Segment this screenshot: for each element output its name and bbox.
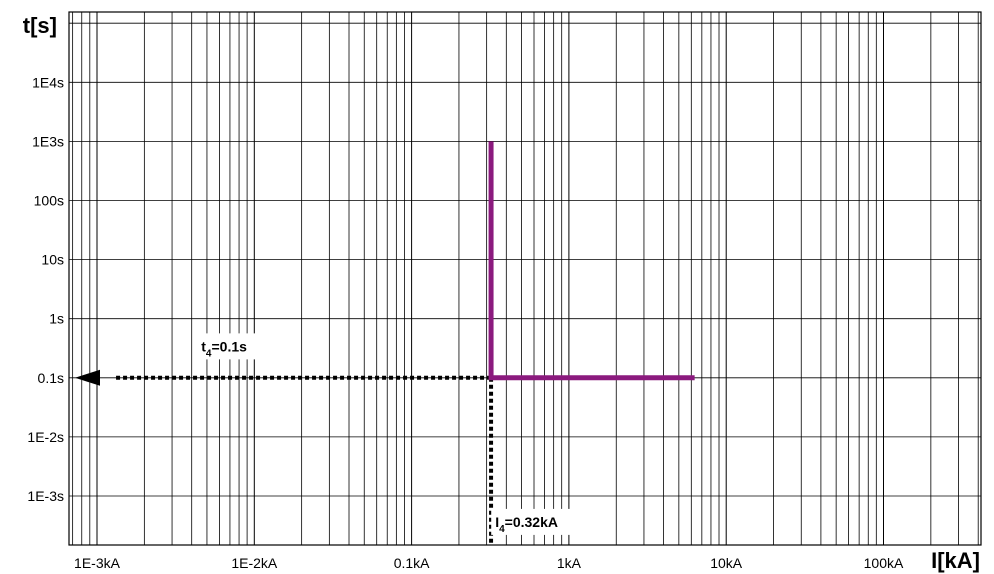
guide-arrow <box>75 369 100 386</box>
annotation-label: I4=0.32kA <box>495 514 558 535</box>
x-tick-label: 1E-2kA <box>231 555 278 571</box>
y-tick-label: 1E-2s <box>27 429 64 445</box>
x-axis-title: I[kA] <box>931 548 980 573</box>
y-tick-label: 1E-3s <box>27 488 64 504</box>
y-tick-label: 1s <box>49 311 64 327</box>
y-tick-label: 1E4s <box>32 74 64 90</box>
y-tick-labels: 1E4s 1E3s 100s 10s 1s 0.1s 1E-2s 1E-3s <box>27 74 64 504</box>
y-tick-label: 100s <box>34 193 64 209</box>
y-tick-label: 10s <box>41 252 64 268</box>
series-layer <box>488 141 695 381</box>
y-axis-title: t[s] <box>23 13 57 38</box>
reading-guides <box>75 369 494 545</box>
x-tick-label: 1kA <box>557 555 582 571</box>
x-tick-label: 10kA <box>710 555 743 571</box>
plot-border <box>68 11 982 546</box>
series-line <box>488 141 695 381</box>
annotation-label: t4=0.1s <box>201 338 247 359</box>
y-tick-label: 1E3s <box>32 133 64 149</box>
y-tick-label: 0.1s <box>38 370 64 386</box>
x-tick-label: 1E-3kA <box>74 555 121 571</box>
annotation-background <box>197 333 294 360</box>
annotation-background <box>491 508 588 535</box>
x-tick-label: 0.1kA <box>394 555 430 571</box>
x-tick-labels: 1E-3kA 1E-2kA 0.1kA 1kA 10kA 100kA <box>74 555 904 571</box>
grid <box>69 12 981 545</box>
x-tick-label: 100kA <box>864 555 904 571</box>
annotations: t4=0.1s I4=0.32kA <box>197 333 588 535</box>
